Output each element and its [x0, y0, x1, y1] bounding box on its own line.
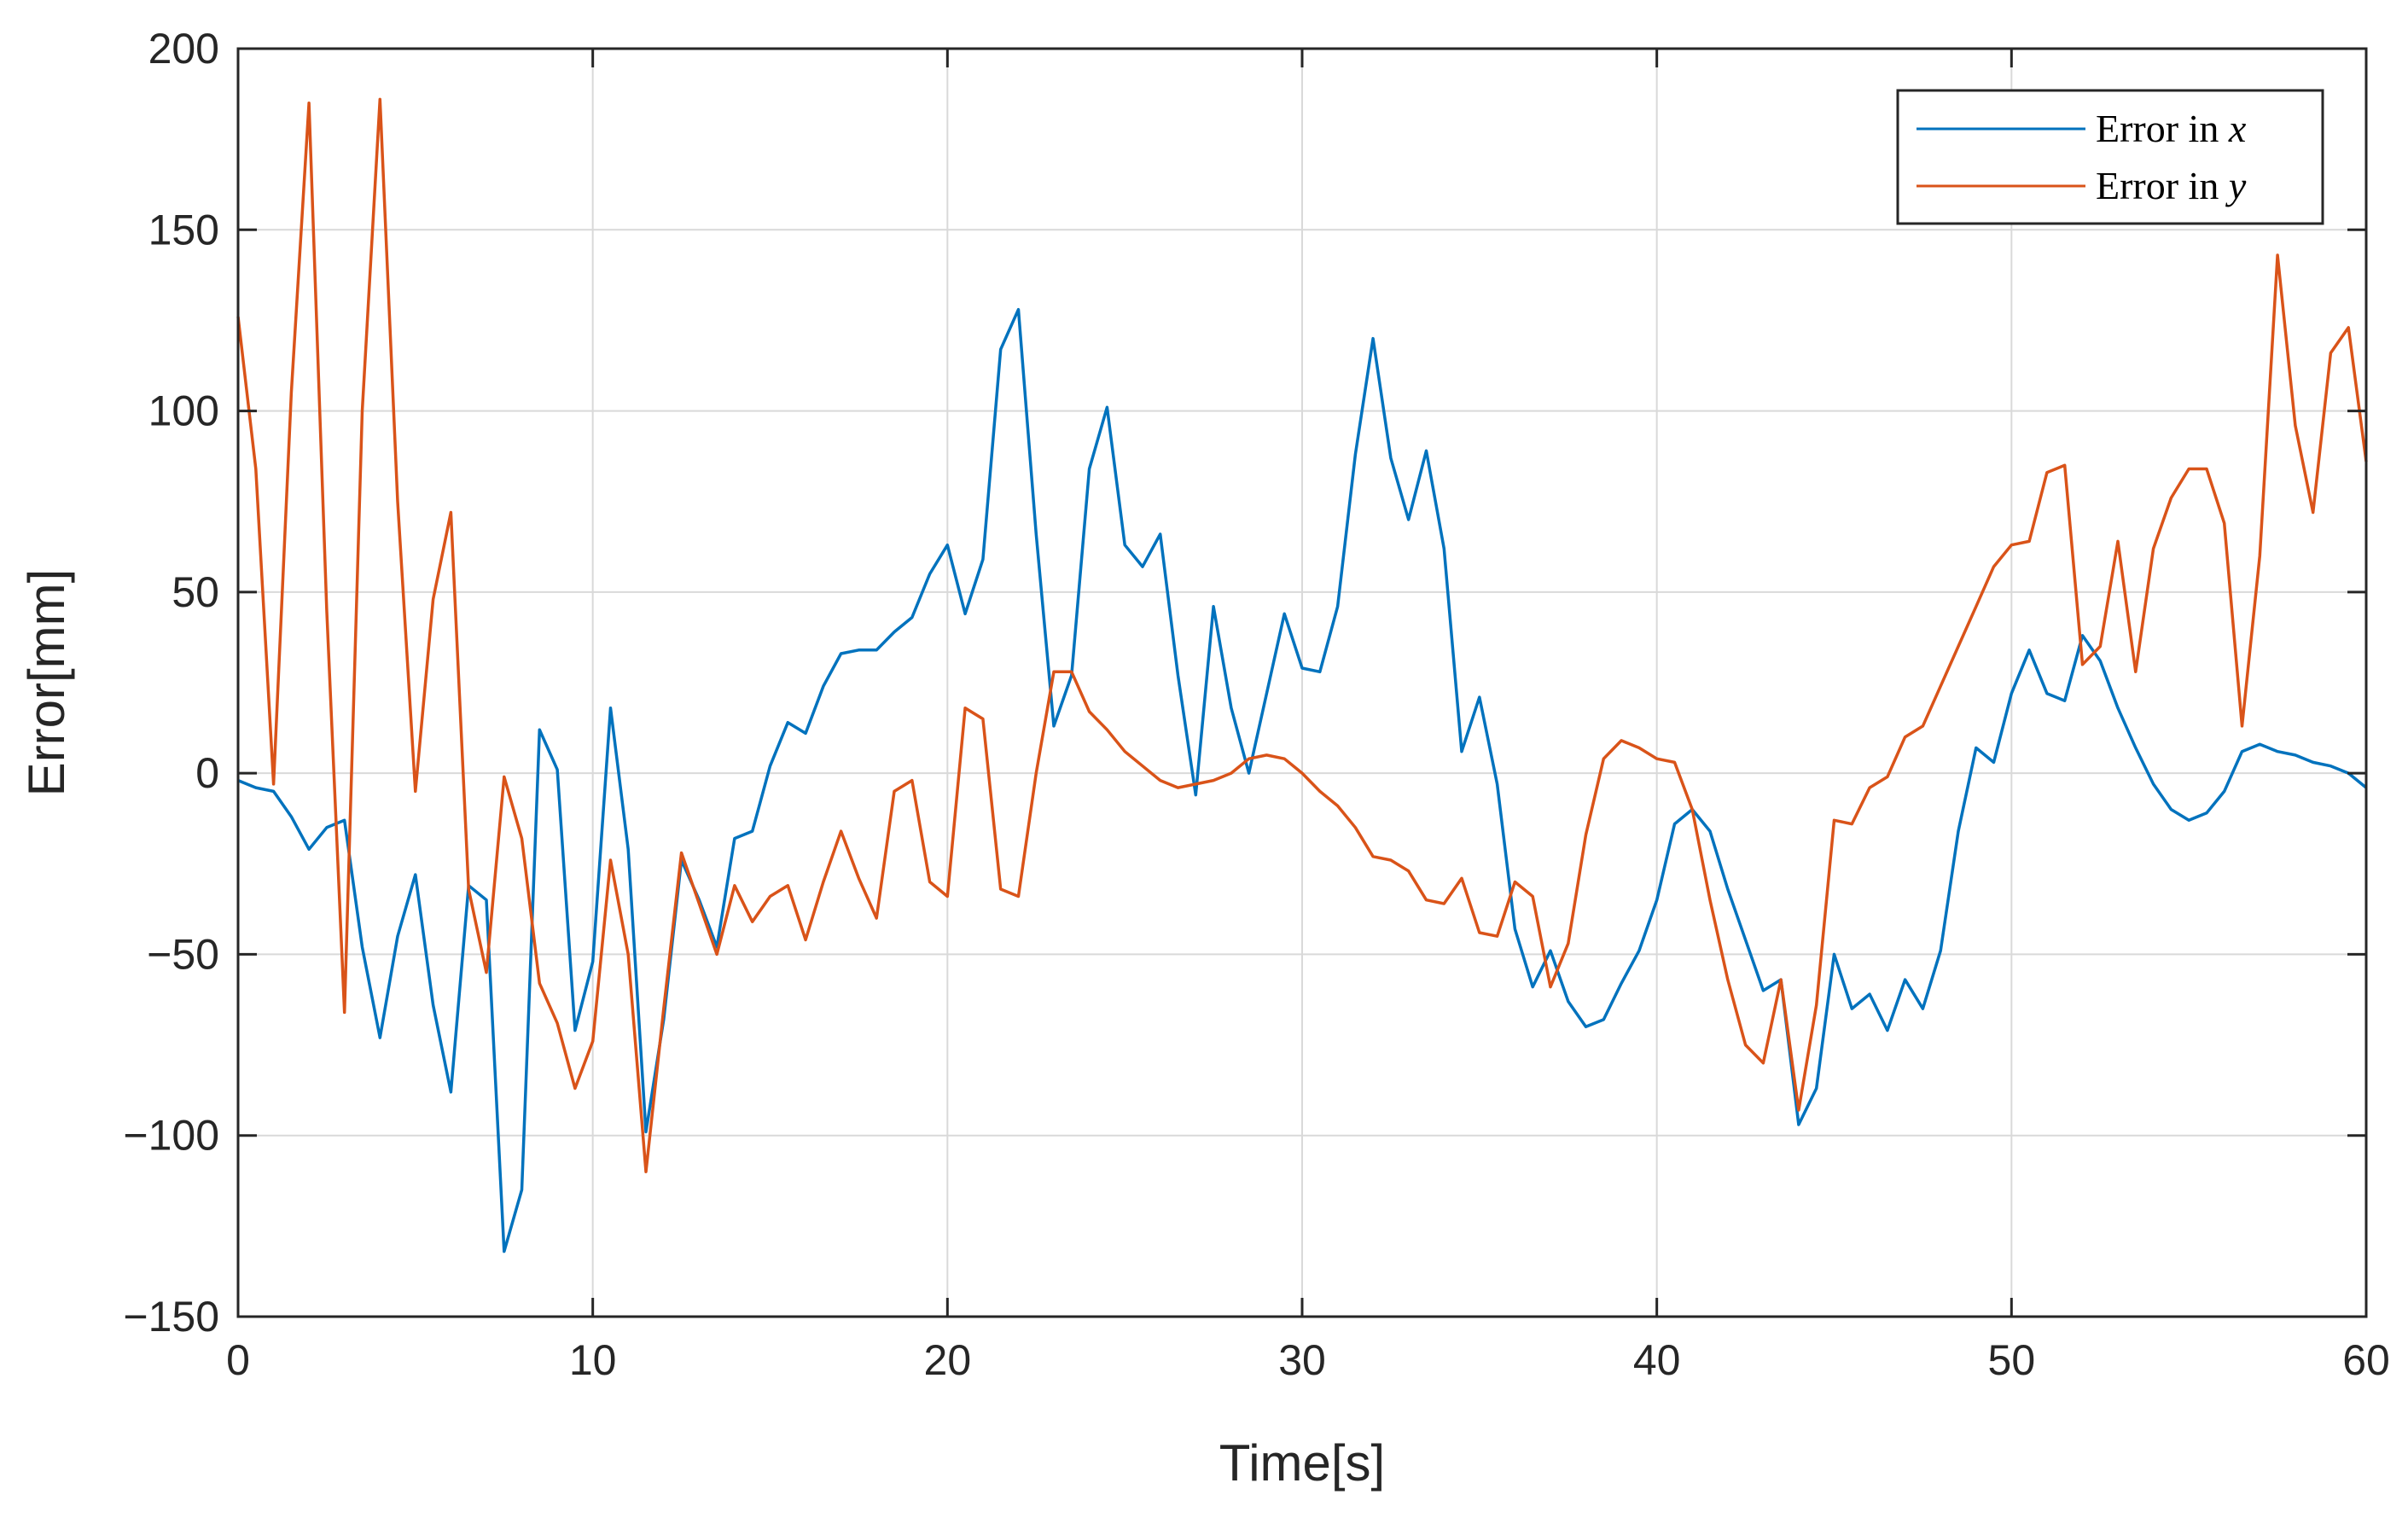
y-tick-label: 0: [195, 749, 219, 797]
x-tick-label: 60: [2342, 1336, 2390, 1384]
y-tick-label: 150: [148, 206, 219, 253]
y-tick-label: 200: [148, 25, 219, 73]
axis-ticks: [236, 47, 2368, 1318]
y-tick-label: 100: [148, 387, 219, 435]
y-tick-label: 50: [172, 568, 219, 616]
series-line-error-y: [236, 97, 2368, 1173]
x-tick-label: 20: [924, 1336, 972, 1384]
legend-label-error-y: Error in y: [2096, 164, 2247, 207]
y-tick-label: −150: [123, 1293, 219, 1341]
legend-label-error-x: Error in x: [2096, 107, 2247, 150]
y-axis-label: Error[mm]: [18, 569, 75, 797]
x-axis-label: Time[s]: [1219, 1434, 1385, 1492]
y-tick-label: −50: [147, 930, 219, 978]
legend-label-error-x-text: Error in: [2096, 107, 2229, 150]
series-layer: [236, 97, 2368, 1253]
x-tick-label: 50: [1988, 1336, 2036, 1384]
grid-lines: [238, 49, 2366, 1317]
series-line-error-x: [237, 307, 2368, 1253]
legend: Error in x Error in y: [1896, 89, 2324, 225]
y-tick-label: −100: [123, 1112, 219, 1160]
legend-box: [1896, 89, 2324, 225]
x-tick-label: 40: [1633, 1336, 1681, 1384]
legend-label-error-y-variable: y: [2225, 164, 2247, 207]
legend-label-error-x-variable: x: [2228, 107, 2247, 150]
tick-labels: 0 10 20 30 40 50 60 −150 −100 −50 0 50 100 150 200: [123, 25, 2389, 1384]
x-tick-label: 0: [226, 1336, 250, 1384]
x-tick-label: 30: [1278, 1336, 1326, 1384]
x-tick-label: 10: [569, 1336, 617, 1384]
legend-label-error-y-text: Error in: [2096, 164, 2229, 207]
